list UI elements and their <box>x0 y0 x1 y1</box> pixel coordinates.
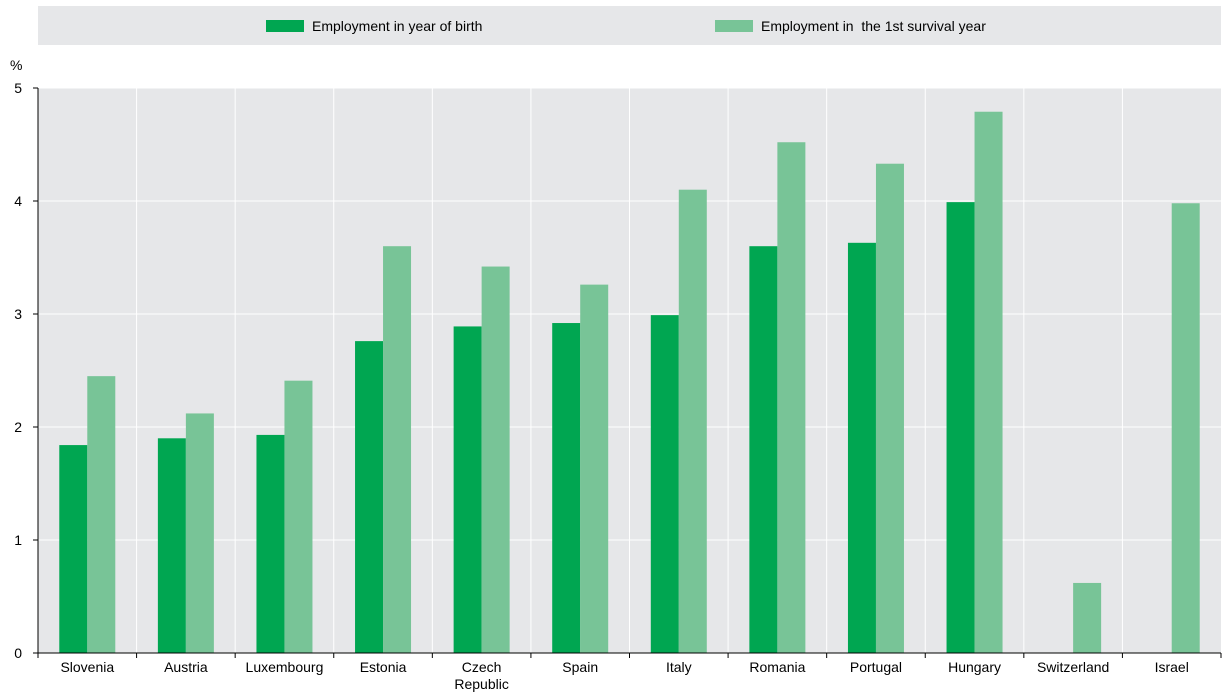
x-category-label: Czech Republic <box>454 659 508 692</box>
x-category-label: Portugal <box>850 659 902 675</box>
bar-year-of-birth <box>157 438 186 653</box>
axes: 0 1 2 3 4 5 Slovenia Austria Luxembourg Estonia Cz… <box>14 80 1222 692</box>
bar-first-survival-year <box>284 380 313 653</box>
bar-first-survival-year <box>580 284 609 653</box>
bar-first-survival-year <box>481 266 510 653</box>
bar-year-of-birth <box>355 341 384 653</box>
x-category-label: Austria <box>164 659 208 675</box>
bars <box>59 111 1200 654</box>
bar-first-survival-year <box>1171 203 1200 653</box>
bar-first-survival-year <box>87 376 116 653</box>
bar-first-survival-year <box>383 246 412 653</box>
bar-first-survival-year <box>678 189 707 653</box>
x-category-label: Estonia <box>360 659 407 675</box>
bar-year-of-birth <box>749 246 778 653</box>
bar-first-survival-year <box>875 163 904 653</box>
y-tick-label: 1 <box>14 532 22 548</box>
bar-year-of-birth <box>847 242 876 653</box>
legend-swatch-first-survival-year <box>715 20 753 32</box>
legend-label: Employment in year of birth <box>312 18 482 34</box>
bar-first-survival-year <box>974 111 1003 654</box>
gridlines <box>38 87 1221 653</box>
y-axis-unit-label: % <box>10 57 22 73</box>
bar-year-of-birth <box>59 445 88 653</box>
bar-first-survival-year <box>777 142 806 654</box>
legend-background <box>38 6 1221 45</box>
y-tick-label: 0 <box>14 645 22 661</box>
legend-label: Employment in the 1st survival year <box>761 18 986 34</box>
x-category-label: Spain <box>562 659 598 675</box>
x-category-label: Luxembourg <box>246 659 324 675</box>
x-category-label: Slovenia <box>60 659 114 675</box>
bar-year-of-birth <box>256 434 285 653</box>
y-tick-label: 4 <box>14 193 22 209</box>
bar-year-of-birth <box>453 326 482 653</box>
legend: Employment in year of birth Employment in… <box>266 18 986 34</box>
bar-first-survival-year <box>185 413 214 653</box>
y-tick-label: 2 <box>14 419 22 435</box>
bar-first-survival-year <box>1073 582 1102 653</box>
x-category-label: Israel <box>1155 659 1189 675</box>
x-category-label: Switzerland <box>1037 659 1109 675</box>
y-tick-label: 5 <box>14 80 22 96</box>
x-category-label: Italy <box>666 659 692 675</box>
y-tick-label: 3 <box>14 306 22 322</box>
bar-year-of-birth <box>650 315 679 653</box>
bar-year-of-birth <box>552 323 581 653</box>
x-category-label: Romania <box>749 659 805 675</box>
x-category-label: Hungary <box>948 659 1001 675</box>
bar-year-of-birth <box>946 202 975 653</box>
legend-swatch-year-of-birth <box>266 20 304 32</box>
